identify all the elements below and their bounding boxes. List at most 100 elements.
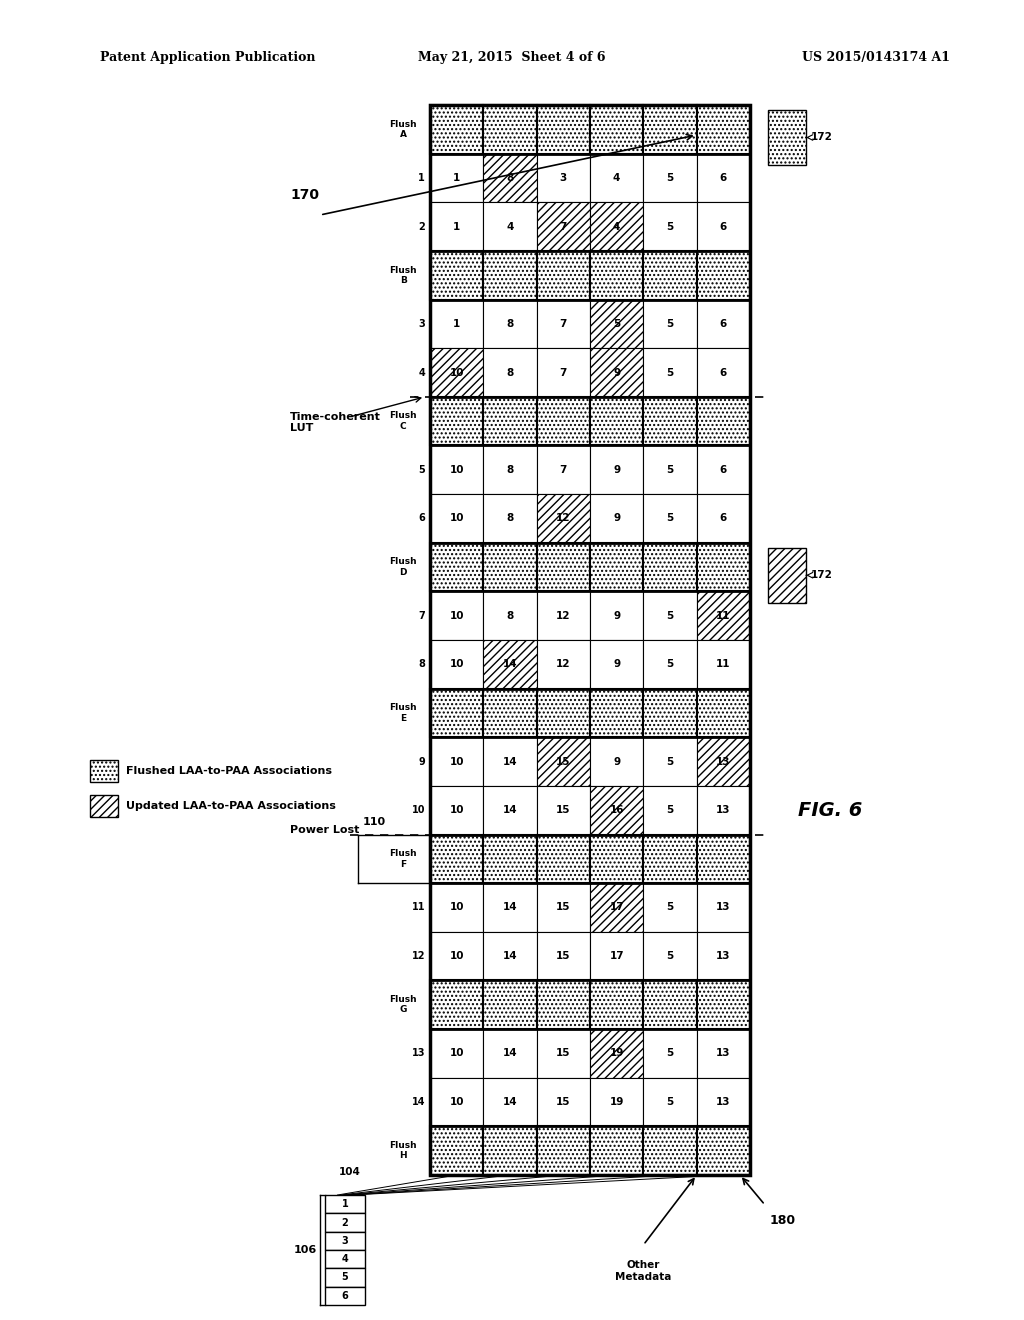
Text: 5: 5	[418, 465, 425, 475]
Bar	[590, 494, 643, 543]
Bar	[483, 153, 537, 202]
Text: 11: 11	[716, 611, 730, 620]
Text: 13: 13	[716, 952, 730, 961]
Bar	[696, 106, 750, 153]
Text: 6: 6	[342, 1291, 348, 1300]
Text: 12: 12	[556, 659, 570, 669]
Bar	[483, 738, 537, 785]
Bar	[537, 738, 590, 785]
Text: 14: 14	[412, 1097, 425, 1107]
Text: 5: 5	[667, 173, 674, 183]
Text: 5: 5	[667, 952, 674, 961]
Text: 5: 5	[667, 611, 674, 620]
Bar	[696, 640, 750, 689]
Bar	[430, 543, 483, 591]
Text: 3: 3	[418, 319, 425, 329]
Text: 8: 8	[418, 659, 425, 669]
Bar	[643, 348, 696, 397]
Bar	[643, 251, 696, 300]
Text: 7: 7	[560, 222, 567, 231]
Text: 10: 10	[450, 805, 464, 816]
Text: Flushed LAA-to-PAA Associations: Flushed LAA-to-PAA Associations	[126, 766, 332, 776]
Text: 3: 3	[560, 173, 567, 183]
Text: 13: 13	[412, 1048, 425, 1059]
Bar	[696, 348, 750, 397]
Text: Other
Metadata: Other Metadata	[615, 1261, 672, 1282]
Bar	[325, 1287, 365, 1305]
Bar	[537, 202, 590, 251]
Text: 10: 10	[450, 659, 464, 669]
Bar	[696, 153, 750, 202]
Text: Flush
C: Flush C	[389, 412, 417, 430]
Bar	[483, 494, 537, 543]
Bar	[430, 785, 483, 834]
Bar	[325, 1269, 365, 1287]
Text: 5: 5	[667, 1048, 674, 1059]
Bar	[430, 640, 483, 689]
Bar	[590, 202, 643, 251]
Text: 8: 8	[507, 319, 514, 329]
Text: Flush
A: Flush A	[389, 120, 417, 139]
Bar	[537, 640, 590, 689]
Bar	[430, 106, 483, 153]
Bar	[696, 1126, 750, 1175]
Bar	[483, 883, 537, 932]
Text: 1: 1	[418, 173, 425, 183]
Bar	[643, 883, 696, 932]
Text: 104: 104	[339, 1167, 360, 1177]
Text: 14: 14	[503, 805, 517, 816]
Text: 5: 5	[667, 659, 674, 669]
Text: 13: 13	[716, 756, 730, 767]
Text: 10: 10	[450, 611, 464, 620]
Text: 10: 10	[450, 1048, 464, 1059]
Text: Flush
D: Flush D	[389, 557, 417, 577]
Bar	[590, 591, 643, 640]
Text: Patent Application Publication: Patent Application Publication	[100, 51, 315, 65]
Text: 10: 10	[450, 903, 464, 912]
Text: 7: 7	[560, 367, 567, 378]
Text: 9: 9	[613, 513, 621, 524]
Text: 7: 7	[418, 611, 425, 620]
Bar	[590, 834, 643, 883]
Bar	[768, 548, 806, 603]
Bar	[696, 932, 750, 981]
Text: 14: 14	[503, 1097, 517, 1107]
Text: Flush
H: Flush H	[389, 1140, 417, 1160]
Bar	[430, 981, 483, 1030]
Bar	[430, 153, 483, 202]
Bar	[483, 543, 537, 591]
Text: 5: 5	[667, 319, 674, 329]
Text: 10: 10	[450, 1097, 464, 1107]
Text: 19: 19	[609, 1048, 624, 1059]
Bar	[537, 300, 590, 348]
Bar	[643, 640, 696, 689]
Bar	[483, 981, 537, 1030]
Text: 106: 106	[294, 1245, 317, 1255]
Bar	[537, 1126, 590, 1175]
Bar	[590, 640, 643, 689]
Bar	[430, 397, 483, 445]
Text: 10: 10	[450, 367, 464, 378]
Bar	[696, 202, 750, 251]
Bar	[590, 785, 643, 834]
Text: 1: 1	[453, 173, 461, 183]
Text: 10: 10	[412, 805, 425, 816]
Text: 9: 9	[613, 756, 621, 767]
Text: 7: 7	[560, 465, 567, 475]
Bar	[430, 689, 483, 738]
Text: 3: 3	[342, 1236, 348, 1246]
Text: 15: 15	[556, 903, 570, 912]
Text: US 2015/0143174 A1: US 2015/0143174 A1	[802, 51, 950, 65]
Text: 5: 5	[342, 1272, 348, 1283]
Text: 4: 4	[418, 367, 425, 378]
Text: 14: 14	[503, 952, 517, 961]
Text: May 21, 2015  Sheet 4 of 6: May 21, 2015 Sheet 4 of 6	[418, 51, 606, 65]
Text: 5: 5	[667, 513, 674, 524]
Text: 12: 12	[556, 611, 570, 620]
Bar	[537, 785, 590, 834]
Text: 6: 6	[418, 513, 425, 524]
Bar	[643, 932, 696, 981]
Bar	[643, 738, 696, 785]
Text: Time-coherent
LUT: Time-coherent LUT	[290, 412, 381, 433]
Text: 15: 15	[556, 756, 570, 767]
